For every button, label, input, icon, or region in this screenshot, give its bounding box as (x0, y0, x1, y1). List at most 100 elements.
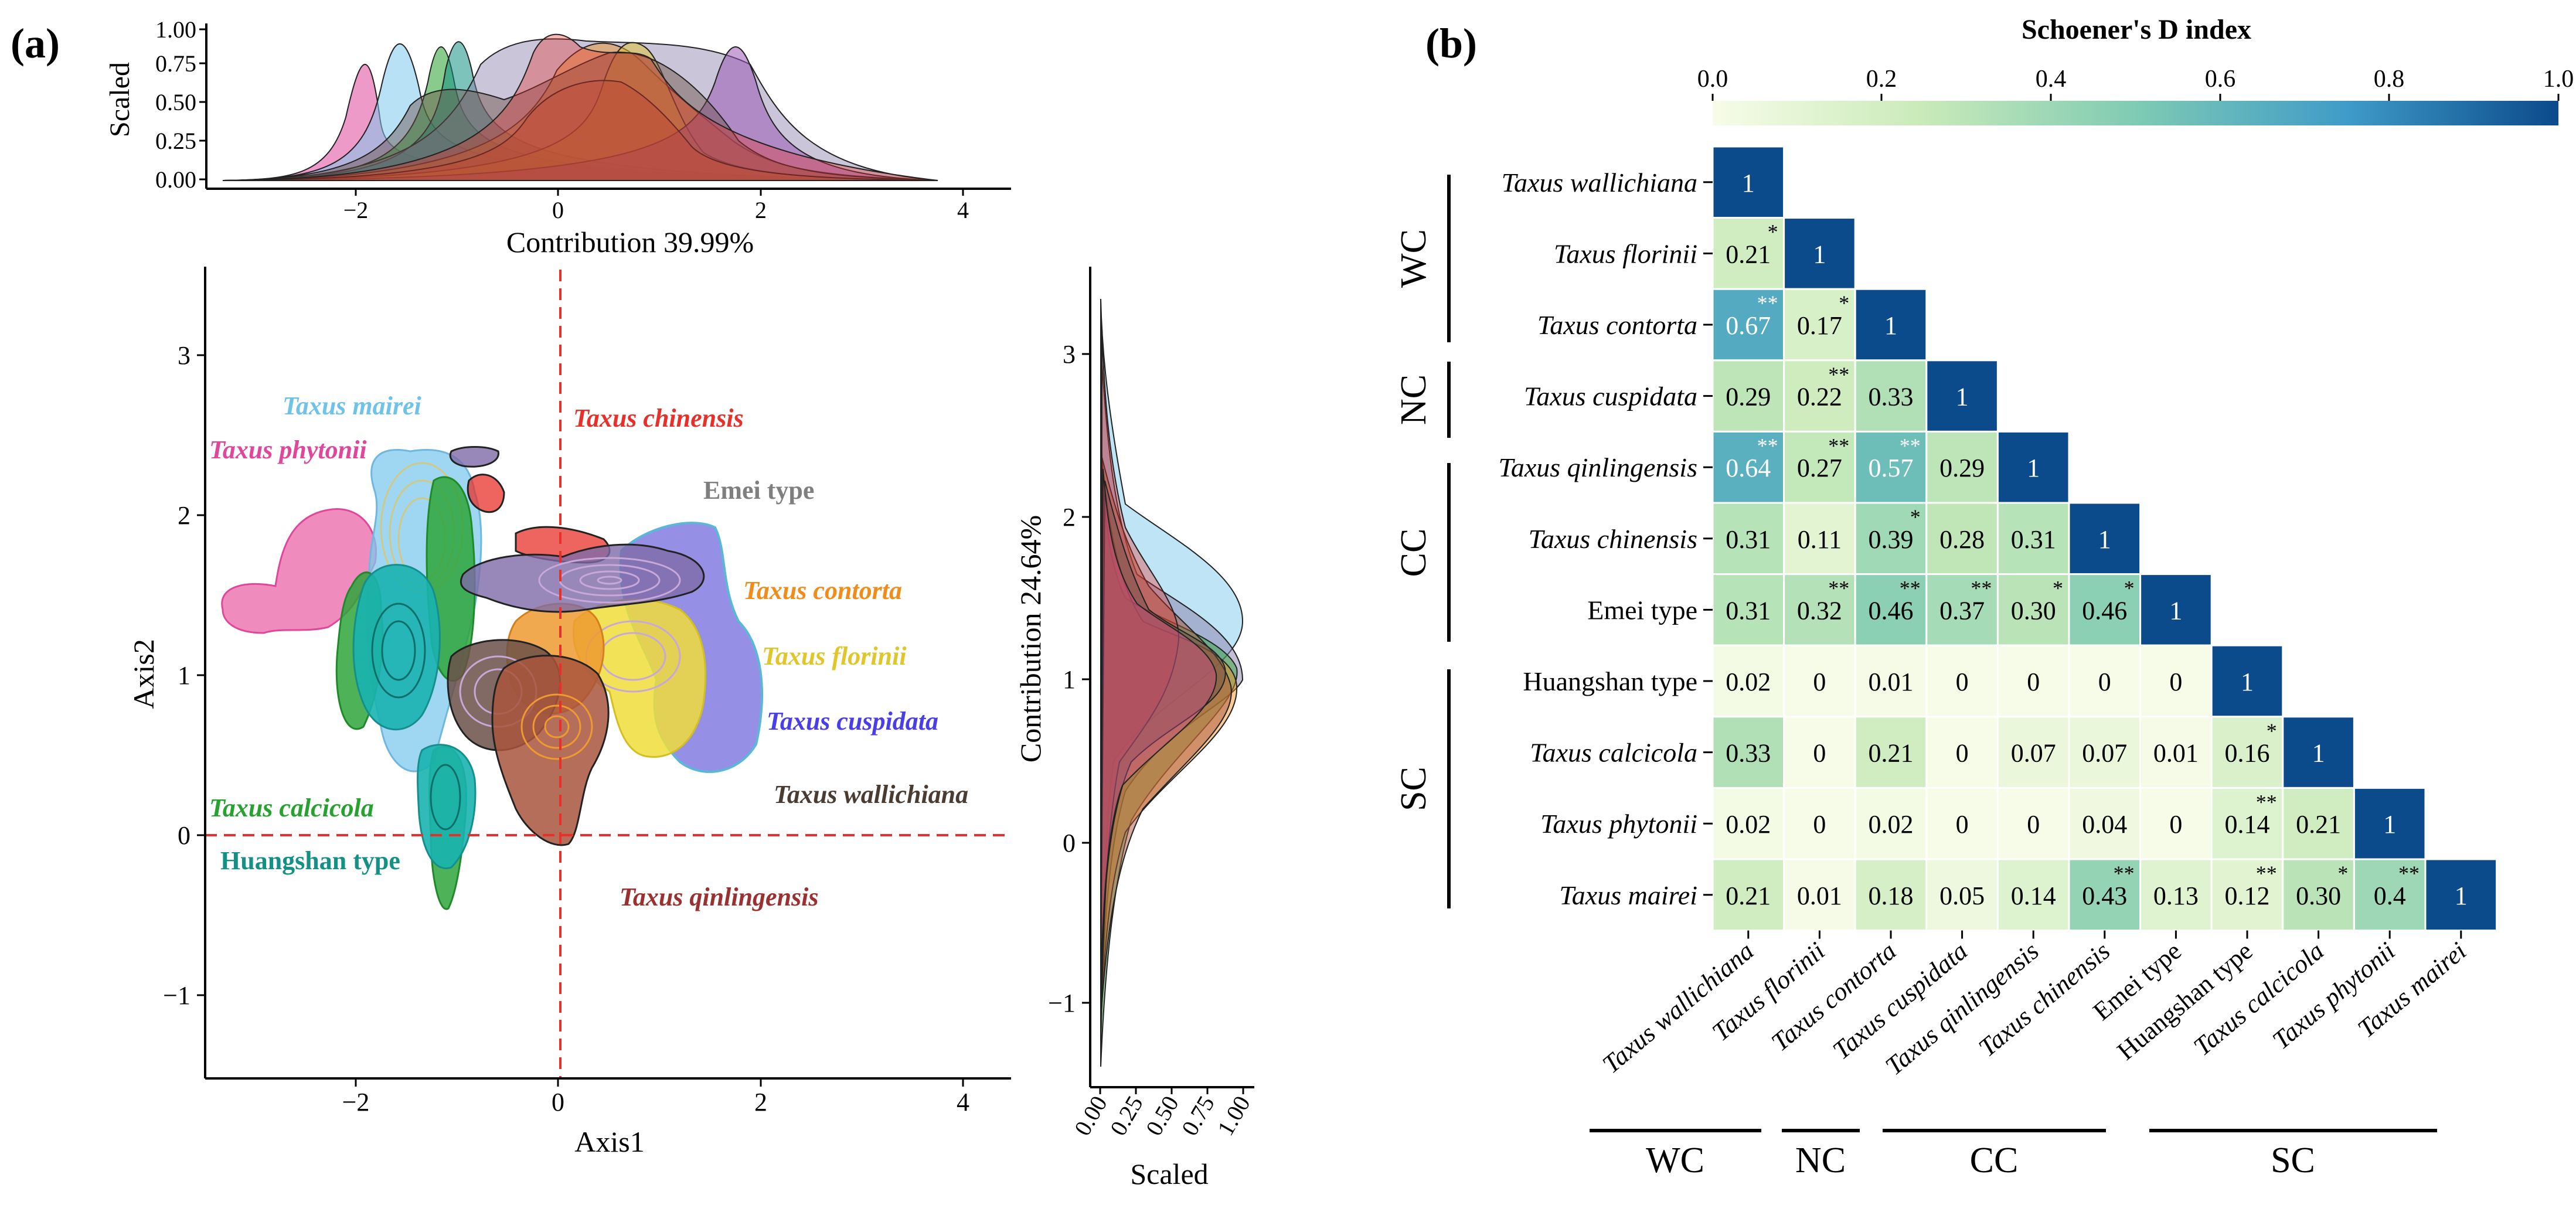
heatmap-value-r7-c6: 0 (2169, 668, 2182, 696)
heatmap-value-r9-c2: 0.02 (1869, 810, 1914, 839)
heatmap-cell-r9-c7 (2210, 787, 2284, 860)
heatmap-significance-r1-c0: * (1768, 220, 1778, 244)
heatmap-value-r10-c5: 0.43 (2082, 881, 2127, 910)
heatmap-value-r9-c9: 1 (2383, 810, 2396, 839)
heatmap-value-r8-c2: 0.21 (1869, 739, 1914, 768)
label-taxus-qinlingensis: Taxus qinlingensis (620, 883, 819, 911)
label-taxus-calcicola: Taxus calcicola (209, 794, 374, 822)
col-label-9: Taxus phytonii (2267, 937, 2401, 1055)
top-ytick-3: 0.75 (155, 50, 196, 77)
heatmap-value-r9-c6: 0 (2169, 810, 2182, 839)
heatmap-cell-r7-c5 (2068, 644, 2142, 718)
right-xtick-4: 1.00 (1212, 1091, 1255, 1140)
heatmap-cell-r5-c0 (1711, 502, 1785, 576)
cb-tick-4: 0.8 (2374, 66, 2405, 93)
heatmap-value-r3-c2: 0.33 (1869, 383, 1914, 411)
heatmap-value-r9-c7: 0.14 (2225, 810, 2270, 839)
group-bottom-wc: WC (1646, 1141, 1704, 1180)
label-taxus-contorta: Taxus contorta (743, 576, 902, 605)
heatmap-value-r8-c6: 0.01 (2153, 739, 2199, 768)
heatmap-value-r6-c4: 0.30 (2011, 596, 2056, 625)
heatmap-value-r0-c0: 1 (1742, 169, 1755, 198)
heatmap-value-r5-c5: 1 (2098, 525, 2111, 554)
heatmap-value-r9-c8: 0.21 (2296, 810, 2341, 839)
heatmap-value-r8-c3: 0 (1956, 739, 1969, 768)
heatmap: 10.21*10.67**0.17*10.29 0.22**0.33 10.64**… (1711, 145, 2498, 932)
heatmap-value-r7-c4: 0 (2027, 668, 2040, 696)
group-bottom-cc: CC (1970, 1141, 2019, 1180)
heatmap-value-r8-c8: 1 (2312, 739, 2325, 768)
row-label-2: Taxus contorta (1537, 310, 1697, 340)
heatmap-value-r10-c10: 1 (2455, 881, 2468, 910)
heatmap-significance-r9-c7: ** (2256, 790, 2277, 813)
heatmap-significance-r10-c9: ** (2398, 862, 2420, 885)
main-ytick-1: 0 (178, 821, 190, 850)
heatmap-value-r10-c2: 0.18 (1869, 881, 1914, 910)
right-ytick-2: 1 (1063, 665, 1076, 694)
main-ytick-2: 1 (178, 661, 190, 690)
heatmap-cell-r4-c2 (1854, 430, 1928, 504)
heatmap-value-r7-c0: 0.02 (1726, 668, 1771, 696)
top-ytick-2: 0.50 (155, 89, 196, 115)
heatmap-value-r5-c4: 0.31 (2011, 525, 2056, 554)
heatmap-cell-r10-c10 (2424, 858, 2498, 932)
row-label-5: Taxus chinensis (1529, 524, 1697, 554)
heatmap-cell-r8-c8 (2282, 716, 2355, 789)
top-xtick-0: −2 (343, 197, 369, 223)
heatmap-value-r5-c1: 0.11 (1798, 525, 1842, 554)
right-density-7 (1100, 480, 1226, 997)
heatmap-value-r5-c0: 0.31 (1726, 525, 1771, 554)
heatmap-significance-r6-c2: ** (1900, 577, 1921, 600)
heatmap-value-r7-c2: 0.01 (1869, 668, 1914, 696)
top-ytick-4: 1.00 (155, 16, 196, 43)
row-label-3: Taxus cuspidata (1524, 382, 1697, 411)
right-ytick-4: 3 (1063, 340, 1076, 369)
heatmap-cell-r7-c1 (1783, 644, 1856, 718)
heatmap-value-r6-c5: 0.46 (2082, 596, 2127, 625)
heatmap-cell-r9-c2 (1854, 787, 1928, 860)
heatmap-cell-r10-c6 (2139, 858, 2213, 932)
heatmap-cell-r10-c4 (1996, 858, 2070, 932)
heatmap-cell-r10-c0 (1711, 858, 1785, 932)
cb-tick-3: 0.6 (2205, 66, 2236, 93)
heatmap-value-r3-c3: 1 (1956, 383, 1969, 411)
heatmap-cell-r3-c3 (1925, 359, 1999, 433)
heatmap-significance-r5-c2: * (1910, 505, 1921, 529)
heatmap-value-r10-c3: 0.05 (1939, 881, 1985, 910)
main-density-plot: −1 0 1 2 3 −2 0 2 4 Axis1 Axis2 Taxus ma… (127, 267, 1011, 1158)
colorbar-ticks: 0.0 0.2 0.4 0.6 0.8 1.0 (1697, 66, 2574, 101)
heatmap-significance-r2-c1: * (1839, 291, 1849, 315)
label-taxus-cuspidata: Taxus cuspidata (767, 707, 938, 736)
heatmap-value-r7-c1: 0 (1813, 668, 1826, 696)
main-ytick-0: −1 (163, 981, 190, 1010)
heatmap-cell-r7-c4 (1996, 644, 2070, 718)
group-left-nc: NC (1394, 375, 1434, 425)
top-marginal-curves (222, 33, 938, 181)
heatmap-significance-r6-c1: ** (1828, 577, 1849, 600)
heatmap-cell-r10-c3 (1925, 858, 1999, 932)
heatmap-value-r7-c7: 1 (2241, 668, 2254, 696)
blob-taxus-chinensis-2 (467, 474, 505, 513)
right-xtick-3: 0.75 (1176, 1091, 1220, 1140)
heatmap-cell-r9-c8 (2282, 787, 2355, 860)
qinlingensis-contours (520, 693, 593, 760)
right-y-ticks: −1 0 1 2 3 (1048, 340, 1090, 1017)
heatmap-value-r6-c2: 0.46 (1869, 596, 1914, 625)
row-label-6: Emei type (1587, 595, 1697, 625)
top-density-11 (222, 33, 938, 181)
group-left-cc: CC (1394, 529, 1434, 577)
heatmap-value-r4-c1: 0.27 (1797, 454, 1842, 482)
heatmap-value-r9-c4: 0 (2027, 810, 2040, 839)
heatmap-cell-r3-c2 (1854, 359, 1928, 433)
heatmap-value-r8-c0: 0.33 (1726, 739, 1771, 768)
heatmap-value-r1-c1: 1 (1813, 240, 1826, 268)
heatmap-value-r10-c0: 0.21 (1726, 881, 1771, 910)
heatmap-significance-r3-c1: ** (1828, 363, 1849, 386)
heatmap-cell-r4-c1 (1783, 430, 1856, 504)
heatmap-cell-r10-c2 (1854, 858, 1928, 932)
right-x-ticks: 0.00 0.25 0.50 0.75 1.00 (1069, 1087, 1255, 1140)
heatmap-value-r10-c8: 0.30 (2296, 881, 2341, 910)
heatmap-value-r6-c1: 0.32 (1797, 596, 1842, 625)
heatmap-cell-r5-c3 (1925, 502, 1999, 576)
